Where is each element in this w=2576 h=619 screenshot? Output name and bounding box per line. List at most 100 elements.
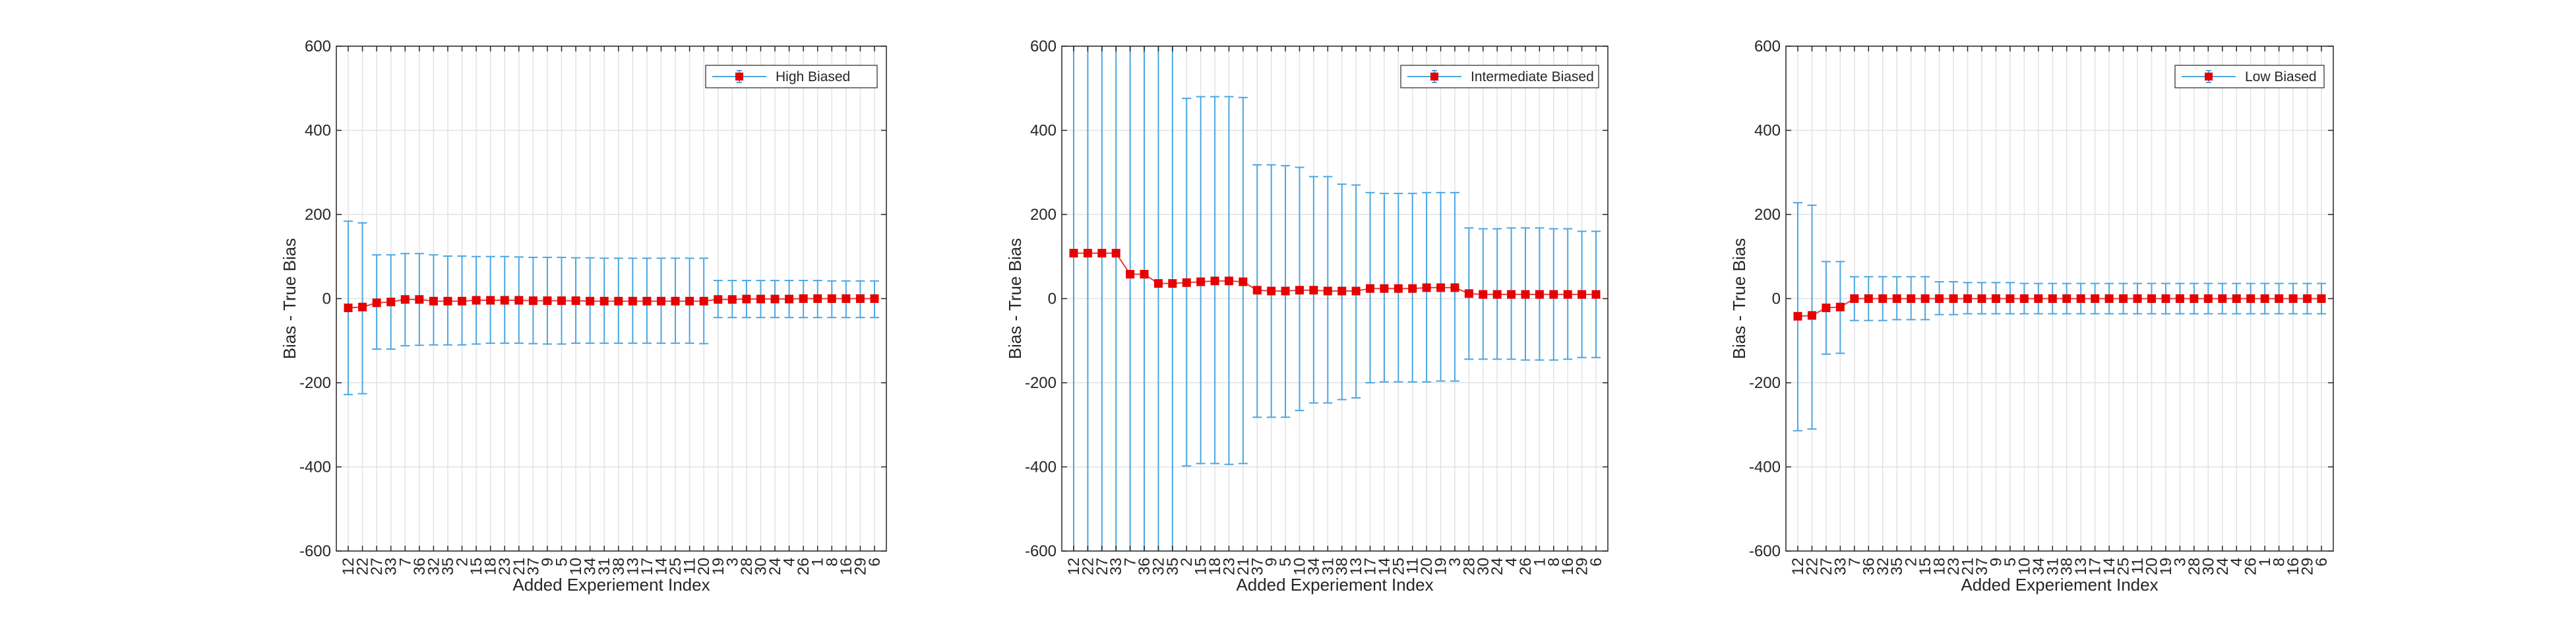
data-point: [671, 296, 680, 306]
data-point: [714, 295, 723, 304]
x-tick-label: 36: [1136, 558, 1153, 575]
data-point: [344, 304, 353, 313]
data-point: [1507, 290, 1516, 299]
data-point: [1822, 304, 1831, 313]
y-tick-label: -200: [1749, 374, 1781, 392]
x-tick-label: 19: [1432, 558, 1450, 575]
y-tick-label: 400: [305, 122, 331, 140]
y-tick-label: 400: [1030, 122, 1057, 140]
y-tick-label: 200: [1030, 206, 1057, 224]
data-point: [1111, 249, 1120, 258]
data-point: [2175, 294, 2184, 303]
x-tick-label: 20: [695, 558, 713, 575]
data-point: [2104, 294, 2114, 303]
data-point: [1878, 294, 1887, 303]
data-point: [2303, 294, 2312, 303]
y-tick-label: -400: [299, 459, 331, 476]
x-tick-label: 34: [582, 558, 599, 575]
data-point: [614, 296, 623, 306]
x-tick-label: 1: [1531, 558, 1549, 566]
data-point: [500, 296, 509, 305]
data-point: [1394, 284, 1403, 293]
data-point: [2119, 294, 2128, 303]
x-tick-label: 32: [1874, 558, 1892, 575]
x-tick-label: 33: [1107, 558, 1125, 575]
data-point: [1239, 277, 1248, 286]
x-tick-label: 15: [1917, 558, 1934, 575]
x-tick-label: 37: [1973, 558, 1991, 575]
data-point: [2006, 294, 2015, 303]
data-point: [2218, 294, 2227, 303]
y-tick-label: -400: [1749, 459, 1781, 476]
data-point: [727, 295, 737, 304]
x-tick-label: 33: [1831, 558, 1849, 575]
x-tick-label: 5: [2002, 558, 2019, 566]
data-point: [2317, 294, 2326, 303]
data-point: [855, 294, 865, 303]
x-tick-label: 28: [738, 558, 756, 575]
data-point: [415, 295, 424, 304]
data-point: [2246, 294, 2255, 303]
x-tick-label: 3: [723, 558, 741, 566]
x-tick-label: 38: [1334, 558, 1351, 575]
data-point: [1309, 286, 1318, 295]
data-point: [599, 296, 609, 306]
x-tick-label: 23: [496, 558, 514, 575]
data-point: [842, 294, 851, 303]
x-tick-label: 31: [1319, 558, 1337, 575]
x-tick-label: 26: [2242, 558, 2260, 575]
legend-label: Intermediate Biased: [1471, 69, 1594, 84]
data-point: [1436, 283, 1446, 292]
x-tick-label: 16: [838, 558, 855, 575]
y-tick-label: 200: [305, 206, 331, 224]
data-point: [1464, 289, 1473, 298]
y-tick-label: -200: [1025, 374, 1057, 392]
x-tick-label: 14: [652, 558, 670, 575]
x-tick-label: 38: [2058, 558, 2076, 575]
data-point: [1126, 270, 1135, 279]
legend: Low Biased: [2174, 65, 2325, 88]
x-tick-label: 5: [553, 558, 571, 566]
x-tick-label: 9: [539, 558, 557, 566]
x-tick-label: 18: [1931, 558, 1949, 575]
series: [1069, 46, 1601, 551]
data-point: [2062, 294, 2071, 303]
data-point: [2203, 294, 2213, 303]
x-tick-label: 4: [1503, 558, 1521, 566]
data-point: [586, 296, 595, 306]
x-tick-label: 27: [368, 558, 386, 575]
x-tick-label: 24: [766, 558, 784, 575]
y-tick-label: 600: [1030, 38, 1057, 55]
x-tick-label: 22: [354, 558, 372, 575]
x-tick-label: 30: [752, 558, 770, 575]
legend-swatch-marker: [1430, 73, 1438, 81]
data-point: [1351, 286, 1361, 296]
data-point: [486, 296, 495, 305]
data-point: [1069, 249, 1078, 258]
data-point: [2260, 294, 2269, 303]
x-tick-label: 16: [2285, 558, 2302, 575]
data-point: [1422, 283, 1431, 292]
x-tick-label: 18: [1206, 558, 1224, 575]
x-tick-label: 19: [2157, 558, 2175, 575]
data-point: [1535, 290, 1544, 299]
x-tick-label: 6: [2313, 558, 2331, 566]
data-point: [1323, 286, 1332, 296]
data-point: [799, 294, 808, 303]
y-axis-label: Bias - True Bias: [1005, 238, 1025, 360]
x-tick-label: 33: [383, 558, 400, 575]
data-point: [443, 296, 452, 306]
x-tick-label: 7: [1846, 558, 1864, 566]
x-tick-label: 26: [795, 558, 813, 575]
data-point: [1337, 286, 1347, 296]
data-point: [358, 302, 367, 311]
x-tick-label: 14: [1376, 558, 1394, 575]
data-point: [458, 296, 467, 306]
chart-panel: -600-400-2000200400600122227337363235215…: [280, 38, 887, 595]
x-tick-label: 12: [1789, 558, 1807, 575]
data-point: [1850, 294, 1859, 303]
y-tick-label: 200: [1754, 206, 1781, 224]
data-point: [1380, 284, 1389, 293]
x-tick-label: 4: [781, 558, 799, 566]
y-tick-label: 0: [1772, 290, 1781, 308]
